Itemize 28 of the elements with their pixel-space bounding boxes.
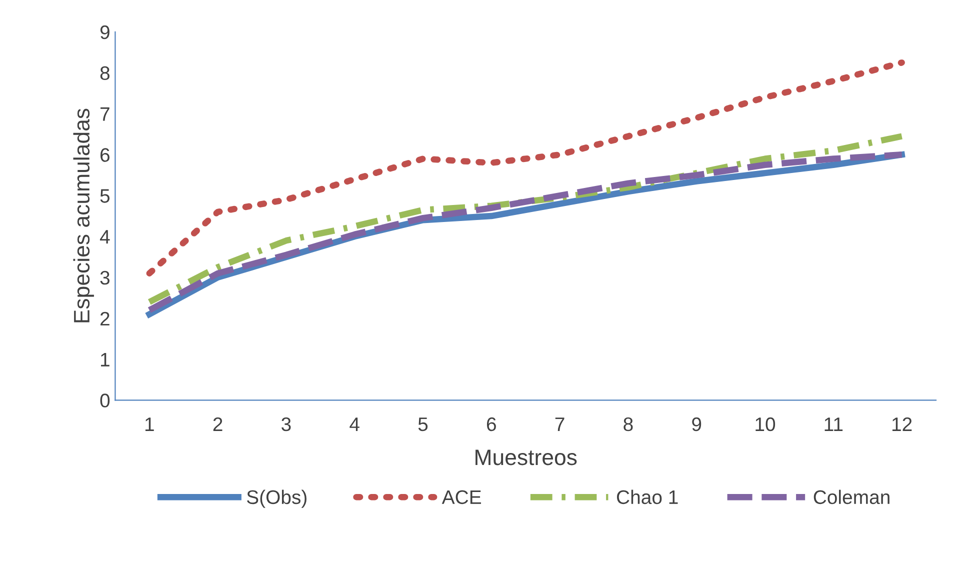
y-tick-label: 5 <box>100 189 110 203</box>
x-tick-label: 10 <box>756 417 776 432</box>
y-tick-label: 3 <box>100 270 110 285</box>
x-tick-label: 3 <box>282 417 291 432</box>
y-tick-label: 1 <box>101 352 110 366</box>
y-axis-title: Especies acumuladas <box>73 108 94 322</box>
x-tick-label: 9 <box>692 417 702 432</box>
x-axis-title: Muestreos <box>476 450 577 466</box>
y-tick-label: 7 <box>100 107 110 121</box>
x-tick-label: 1 <box>145 418 154 431</box>
legend-label: S(Obs) <box>246 490 306 508</box>
x-tick-label: 12 <box>892 417 912 431</box>
legend-label: ACE <box>442 490 481 504</box>
x-tick-label: 6 <box>486 417 496 432</box>
x-tick-label: 8 <box>624 417 633 432</box>
y-tick-label: 6 <box>100 148 110 162</box>
x-tick-label: 2 <box>213 417 222 431</box>
y-tick-label: 0 <box>100 394 110 408</box>
y-tick-label: 9 <box>100 25 110 40</box>
x-tick-label: 5 <box>418 418 428 432</box>
y-tick-label: 4 <box>100 230 110 244</box>
x-tick-label: 11 <box>824 418 843 431</box>
legend-label: Coleman <box>814 490 890 504</box>
legend-label: Chao 1 <box>616 490 678 504</box>
x-tick-label: 4 <box>350 418 360 431</box>
y-tick-label: 8 <box>100 66 110 80</box>
x-tick-label: 7 <box>555 418 564 431</box>
y-tick-label: 2 <box>100 312 110 326</box>
